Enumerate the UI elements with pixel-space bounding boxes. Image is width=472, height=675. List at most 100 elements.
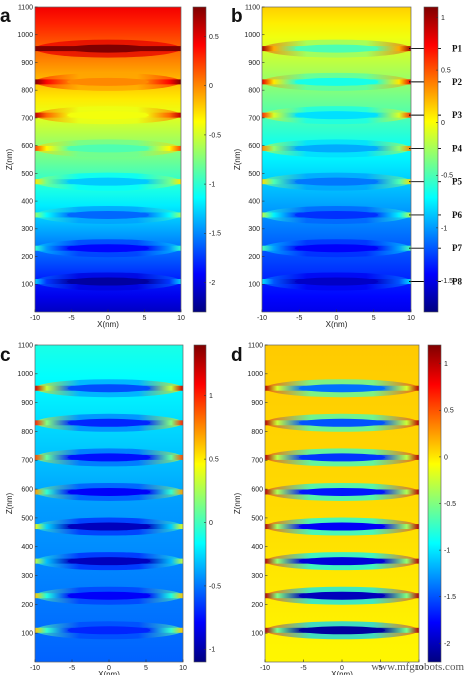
- y-tick-label: 900: [21, 60, 33, 67]
- colorbar-tick-label: 0.5: [441, 68, 451, 75]
- band-core: [67, 77, 149, 86]
- y-tick-label: 600: [21, 143, 33, 150]
- heatmap-background: [262, 7, 411, 312]
- marker-P2: P2: [452, 77, 462, 87]
- y-tick-label: 800: [248, 88, 260, 95]
- y-tick-label: 1000: [244, 32, 260, 39]
- panel-label: a: [0, 6, 11, 27]
- band-core: [67, 210, 149, 219]
- y-tick-label: 500: [251, 515, 263, 522]
- colorbar-tick-label: -2: [209, 280, 215, 287]
- band-core: [67, 557, 151, 566]
- colorbar-tick-label: 0: [444, 454, 448, 461]
- y-tick-label: 1100: [248, 342, 263, 349]
- marker-P4: P4: [452, 143, 462, 153]
- band-core: [294, 144, 379, 153]
- x-axis-label: X(nm): [97, 320, 119, 329]
- y-tick-label: 1100: [18, 342, 33, 349]
- y-tick-label: 800: [251, 429, 263, 436]
- colorbar: [193, 344, 207, 663]
- colorbar-tick-label: -0.5: [444, 501, 456, 508]
- y-tick-label: 1000: [17, 371, 33, 378]
- y-tick-label: 400: [248, 198, 260, 205]
- x-tick-label: 10: [415, 665, 423, 672]
- x-tick-label: -5: [300, 665, 306, 672]
- y-tick-label: 300: [251, 573, 263, 580]
- colorbar-tick-label: 0: [209, 520, 213, 527]
- marker-P1: P1: [452, 44, 462, 54]
- y-tick-label: 900: [21, 400, 33, 407]
- colorbar-tick-label: -1.5: [209, 231, 221, 238]
- colorbar-tick-label: 0.5: [209, 457, 219, 464]
- x-tick-label: -5: [68, 315, 74, 322]
- x-tick-label: -10: [30, 315, 40, 322]
- y-tick-label: 300: [21, 573, 33, 580]
- band-core: [294, 44, 379, 53]
- x-tick-label: 5: [372, 315, 376, 322]
- band-core: [298, 487, 386, 496]
- band-core: [298, 591, 386, 600]
- y-tick-label: 1000: [247, 371, 263, 378]
- band-core: [298, 418, 386, 427]
- band-core: [294, 177, 379, 186]
- x-tick-label: 0: [107, 665, 111, 672]
- y-tick-label: 300: [21, 226, 33, 233]
- y-tick-label: 600: [248, 143, 260, 150]
- colorbar-tick-label: -1: [209, 181, 215, 188]
- y-tick-label: 500: [21, 515, 33, 522]
- y-tick-label: 100: [21, 631, 33, 638]
- x-tick-label: 0: [106, 315, 110, 322]
- band-core: [67, 384, 151, 393]
- y-tick-label: 700: [248, 115, 260, 122]
- y-tick-label: 400: [21, 198, 33, 205]
- marker-P7: P7: [452, 243, 462, 253]
- colorbar: [192, 6, 207, 313]
- colorbar-tick-label: -1.5: [444, 594, 456, 601]
- band-core: [67, 626, 151, 635]
- y-tick-label: 1100: [18, 4, 33, 11]
- band-core: [67, 111, 149, 120]
- colorbar-tick-label: -1: [441, 225, 447, 232]
- x-tick-label: 5: [144, 665, 148, 672]
- colorbar-tick-label: 1: [441, 15, 445, 22]
- band-core: [67, 244, 149, 253]
- band-core: [67, 418, 151, 427]
- y-axis-label: Z(nm): [233, 493, 242, 515]
- colorbar-tick-label: 0: [441, 120, 445, 127]
- y-tick-label: 800: [21, 429, 33, 436]
- x-axis-label: X(nm): [98, 670, 120, 675]
- x-tick-label: -10: [30, 665, 40, 672]
- colorbar-tick-label: 0: [209, 83, 213, 90]
- heatmap-background: [265, 345, 419, 662]
- y-axis-label: Z(nm): [5, 493, 14, 515]
- x-tick-label: -10: [260, 665, 270, 672]
- watermark: www.mfgrobots.com: [371, 661, 464, 673]
- band-core: [294, 277, 379, 286]
- band-core: [67, 487, 151, 496]
- band-core: [298, 626, 386, 635]
- y-tick-label: 1100: [245, 4, 260, 11]
- y-tick-label: 100: [248, 282, 260, 289]
- y-tick-label: 200: [21, 254, 33, 261]
- colorbar: [423, 6, 439, 313]
- colorbar-tick-label: 0.5: [209, 34, 219, 41]
- band-core: [294, 111, 379, 120]
- y-tick-label: 100: [21, 282, 33, 289]
- x-tick-label: 10: [407, 315, 415, 322]
- panel-label: d: [231, 345, 243, 366]
- y-tick-label: 200: [248, 254, 260, 261]
- y-tick-label: 100: [251, 631, 263, 638]
- band-core: [298, 557, 386, 566]
- x-tick-label: 5: [379, 665, 383, 672]
- y-tick-label: 400: [21, 544, 33, 551]
- heatmap-panel-b: P1P2P3P4P5P6P7P8100200300400500600700800…: [231, 4, 462, 329]
- panel-label: c: [0, 345, 11, 366]
- colorbar-tick-label: 1: [444, 361, 448, 368]
- colorbar-tick-label: 0.5: [444, 408, 454, 415]
- x-tick-label: 10: [177, 315, 185, 322]
- band-core: [298, 384, 386, 393]
- y-tick-label: 600: [21, 486, 33, 493]
- band-core: [67, 177, 149, 186]
- colorbar-tick-label: -1: [209, 647, 215, 654]
